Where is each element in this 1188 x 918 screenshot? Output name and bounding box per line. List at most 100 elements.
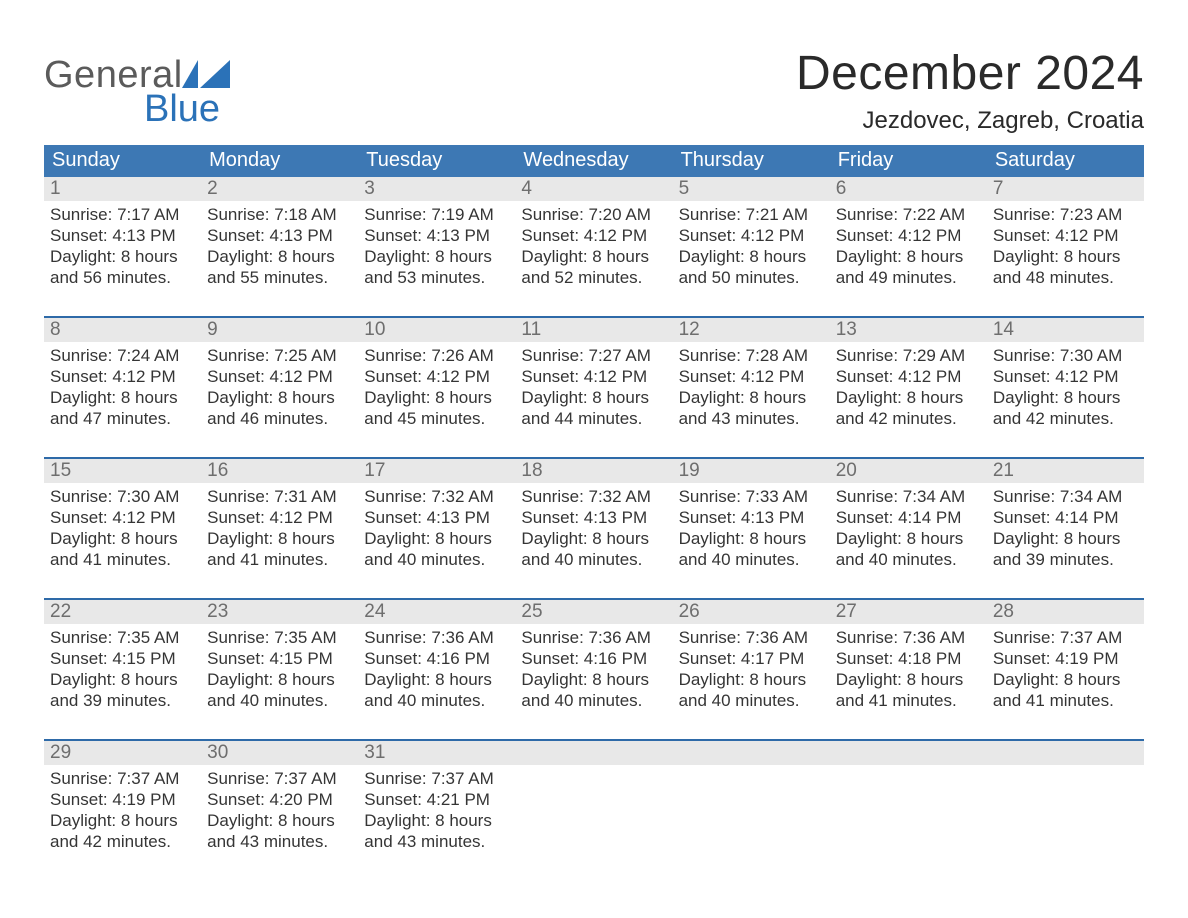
calendar-cell: 6Sunrise: 7:22 AMSunset: 4:12 PMDaylight… [830,177,987,290]
calendar-cell: 14Sunrise: 7:30 AMSunset: 4:12 PMDayligh… [987,318,1144,431]
sunset-line: Sunset: 4:20 PM [207,789,352,810]
sunrise-line: Sunrise: 7:37 AM [50,768,195,789]
day-details [987,765,1144,770]
sunrise-line: Sunrise: 7:35 AM [50,627,195,648]
sunrise-line: Sunrise: 7:36 AM [521,627,666,648]
day-details: Sunrise: 7:23 AMSunset: 4:12 PMDaylight:… [987,201,1144,290]
daylight-line-1: Daylight: 8 hours [50,528,195,549]
sunrise-line: Sunrise: 7:34 AM [993,486,1138,507]
page: General Blue December 2024 Jezdovec, Zag… [0,0,1188,918]
sunset-line: Sunset: 4:13 PM [364,225,509,246]
daylight-line-2: and 40 minutes. [679,549,824,570]
daylight-line-1: Daylight: 8 hours [364,387,509,408]
day-details: Sunrise: 7:30 AMSunset: 4:12 PMDaylight:… [44,483,201,572]
day-number: 2 [201,177,358,201]
day-details: Sunrise: 7:22 AMSunset: 4:12 PMDaylight:… [830,201,987,290]
sunset-line: Sunset: 4:19 PM [993,648,1138,669]
calendar-cell: 2Sunrise: 7:18 AMSunset: 4:13 PMDaylight… [201,177,358,290]
day-number: 6 [830,177,987,201]
sunset-line: Sunset: 4:12 PM [679,366,824,387]
calendar-week: 15Sunrise: 7:30 AMSunset: 4:12 PMDayligh… [44,457,1144,572]
sunset-line: Sunset: 4:16 PM [521,648,666,669]
sunset-line: Sunset: 4:12 PM [993,366,1138,387]
day-number: 16 [201,459,358,483]
day-number: 3 [358,177,515,201]
daylight-line-2: and 39 minutes. [993,549,1138,570]
calendar-cell: 28Sunrise: 7:37 AMSunset: 4:19 PMDayligh… [987,600,1144,713]
calendar-body: 1Sunrise: 7:17 AMSunset: 4:13 PMDaylight… [44,177,1144,854]
day-details: Sunrise: 7:25 AMSunset: 4:12 PMDaylight:… [201,342,358,431]
calendar-cell: 23Sunrise: 7:35 AMSunset: 4:15 PMDayligh… [201,600,358,713]
sunrise-line: Sunrise: 7:30 AM [50,486,195,507]
title-block: December 2024 Jezdovec, Zagreb, Croatia [796,46,1144,135]
sunset-line: Sunset: 4:13 PM [521,507,666,528]
day-details: Sunrise: 7:34 AMSunset: 4:14 PMDaylight:… [830,483,987,572]
sunrise-line: Sunrise: 7:17 AM [50,204,195,225]
day-details: Sunrise: 7:29 AMSunset: 4:12 PMDaylight:… [830,342,987,431]
sunset-line: Sunset: 4:12 PM [836,225,981,246]
calendar-cell: 27Sunrise: 7:36 AMSunset: 4:18 PMDayligh… [830,600,987,713]
daylight-line-1: Daylight: 8 hours [207,246,352,267]
sunrise-line: Sunrise: 7:36 AM [836,627,981,648]
daylight-line-2: and 43 minutes. [207,831,352,852]
daylight-line-2: and 52 minutes. [521,267,666,288]
day-details: Sunrise: 7:21 AMSunset: 4:12 PMDaylight:… [673,201,830,290]
daylight-line-1: Daylight: 8 hours [993,246,1138,267]
day-details: Sunrise: 7:33 AMSunset: 4:13 PMDaylight:… [673,483,830,572]
sunrise-line: Sunrise: 7:36 AM [364,627,509,648]
day-number: 7 [987,177,1144,201]
day-details [515,765,672,770]
daylight-line-1: Daylight: 8 hours [521,528,666,549]
day-details: Sunrise: 7:27 AMSunset: 4:12 PMDaylight:… [515,342,672,431]
calendar-cell: 5Sunrise: 7:21 AMSunset: 4:12 PMDaylight… [673,177,830,290]
day-number: 30 [201,741,358,765]
sunrise-line: Sunrise: 7:32 AM [364,486,509,507]
sunset-line: Sunset: 4:12 PM [521,225,666,246]
daylight-line-1: Daylight: 8 hours [364,246,509,267]
header: General Blue December 2024 Jezdovec, Zag… [44,18,1144,135]
day-number: 28 [987,600,1144,624]
month-title: December 2024 [796,46,1144,101]
day-details: Sunrise: 7:37 AMSunset: 4:21 PMDaylight:… [358,765,515,854]
day-details: Sunrise: 7:32 AMSunset: 4:13 PMDaylight:… [515,483,672,572]
day-number: 13 [830,318,987,342]
logo: General Blue [44,56,224,120]
daylight-line-1: Daylight: 8 hours [364,669,509,690]
daylight-line-1: Daylight: 8 hours [50,669,195,690]
day-details: Sunrise: 7:30 AMSunset: 4:12 PMDaylight:… [987,342,1144,431]
day-number: 4 [515,177,672,201]
daylight-line-2: and 41 minutes. [836,690,981,711]
sunrise-line: Sunrise: 7:27 AM [521,345,666,366]
calendar-week: 1Sunrise: 7:17 AMSunset: 4:13 PMDaylight… [44,177,1144,290]
day-number: . [830,741,987,765]
calendar-cell: . [673,741,830,854]
day-details: Sunrise: 7:26 AMSunset: 4:12 PMDaylight:… [358,342,515,431]
calendar-cell: 11Sunrise: 7:27 AMSunset: 4:12 PMDayligh… [515,318,672,431]
daylight-line-2: and 39 minutes. [50,690,195,711]
daylight-line-1: Daylight: 8 hours [836,387,981,408]
sunrise-line: Sunrise: 7:37 AM [364,768,509,789]
calendar-cell: 4Sunrise: 7:20 AMSunset: 4:12 PMDaylight… [515,177,672,290]
daylight-line-1: Daylight: 8 hours [993,387,1138,408]
sunset-line: Sunset: 4:14 PM [836,507,981,528]
daylight-line-1: Daylight: 8 hours [679,246,824,267]
daylight-line-1: Daylight: 8 hours [50,387,195,408]
day-number: . [987,741,1144,765]
dow-friday: Friday [830,145,987,177]
day-details: Sunrise: 7:36 AMSunset: 4:16 PMDaylight:… [358,624,515,713]
day-details: Sunrise: 7:36 AMSunset: 4:17 PMDaylight:… [673,624,830,713]
daylight-line-2: and 56 minutes. [50,267,195,288]
day-of-week-header: Sunday Monday Tuesday Wednesday Thursday… [44,145,1144,177]
calendar-cell: 21Sunrise: 7:34 AMSunset: 4:14 PMDayligh… [987,459,1144,572]
day-details: Sunrise: 7:36 AMSunset: 4:18 PMDaylight:… [830,624,987,713]
daylight-line-2: and 42 minutes. [50,831,195,852]
location-subtitle: Jezdovec, Zagreb, Croatia [796,107,1144,135]
daylight-line-1: Daylight: 8 hours [364,810,509,831]
day-details: Sunrise: 7:37 AMSunset: 4:19 PMDaylight:… [44,765,201,854]
day-details: Sunrise: 7:28 AMSunset: 4:12 PMDaylight:… [673,342,830,431]
sunset-line: Sunset: 4:13 PM [364,507,509,528]
day-number: 8 [44,318,201,342]
day-number: 31 [358,741,515,765]
dow-tuesday: Tuesday [358,145,515,177]
day-details: Sunrise: 7:24 AMSunset: 4:12 PMDaylight:… [44,342,201,431]
